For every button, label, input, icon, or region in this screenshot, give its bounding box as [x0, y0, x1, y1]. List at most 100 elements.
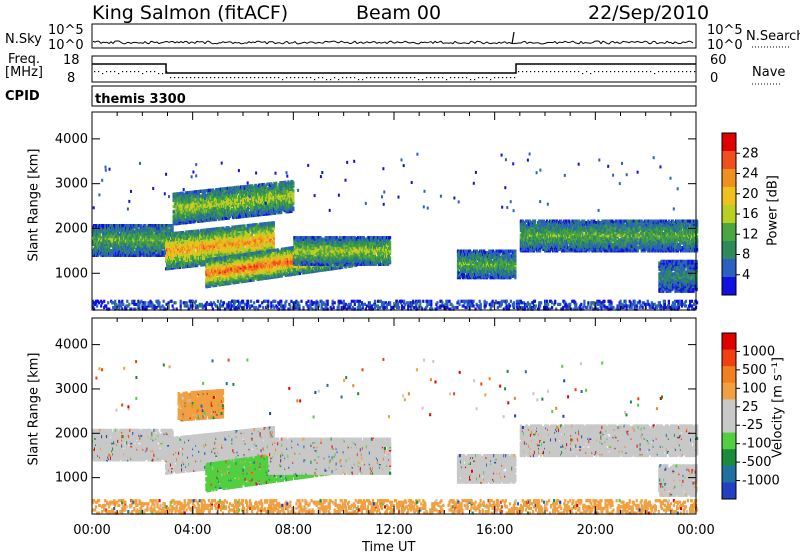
nsky-segment [627, 42, 629, 43]
nave-dot [694, 71, 695, 72]
nave-dot [178, 77, 179, 78]
nsky-segment [379, 42, 381, 43]
nave-dot [626, 71, 627, 72]
nsky-segment [249, 42, 251, 43]
nsky-segment [691, 42, 693, 43]
nsky-segment [403, 41, 405, 42]
nsky-segment [145, 42, 147, 44]
nsky-segment [103, 42, 105, 43]
nave-dot [230, 77, 231, 78]
nave-dot [438, 77, 439, 78]
nsky-segment [109, 42, 111, 44]
nsky-segment [217, 43, 219, 44]
nsky-segment [673, 42, 675, 44]
nave-dot [578, 71, 579, 72]
nsky-segment [275, 43, 277, 44]
nave-dot [234, 77, 235, 78]
nsky-segment [231, 42, 233, 44]
nsky-segment [283, 42, 285, 44]
nsky-segment [151, 41, 153, 42]
data-cell [99, 233, 101, 236]
nave-dot [146, 71, 147, 72]
nsky-segment [169, 42, 171, 43]
nsky-segment [295, 41, 297, 43]
nave-dot [534, 71, 535, 72]
nsky-segment [497, 42, 499, 44]
data-cell [94, 240, 96, 243]
nave-dot [242, 77, 243, 78]
nave-dot [654, 73, 655, 74]
nave-dot [678, 71, 679, 72]
nave-dot [398, 77, 399, 78]
nsky-segment [93, 41, 95, 42]
nave-dot [466, 77, 467, 78]
nsky-segment [323, 41, 325, 43]
nave-dot [154, 71, 155, 72]
nave-dot [262, 77, 263, 78]
nsky-segment [177, 42, 179, 43]
nsky-segment [569, 42, 571, 43]
nave-dot [450, 77, 451, 78]
nsky-segment [411, 42, 413, 43]
nsky-segment [471, 41, 473, 42]
nsky-segment [209, 41, 211, 43]
nave-dot [386, 77, 387, 78]
nsky-segment [495, 43, 497, 44]
nsky-segment [651, 41, 653, 43]
nsky-segment [397, 42, 399, 43]
nsky-panel [92, 24, 696, 48]
nsky-segment [175, 42, 177, 43]
nsky-segment [237, 42, 239, 43]
nave-dot [618, 71, 619, 72]
nsky-segment [343, 42, 345, 43]
nsky-segment [557, 42, 559, 44]
nsky-segment [565, 41, 567, 42]
nsky-segment [507, 42, 509, 43]
nsky-segment [603, 41, 605, 42]
nave-dot [162, 73, 163, 74]
nsky-segment [365, 42, 367, 43]
nave-dot [186, 77, 187, 78]
nsky-segment [581, 41, 583, 43]
nave-dot [106, 71, 107, 72]
nsky-segment [307, 42, 309, 43]
nsky-segment [99, 41, 101, 43]
nsky-segment [623, 41, 625, 42]
nsky-segment [613, 41, 615, 43]
nave-dot [202, 77, 203, 78]
nsky-spike [512, 32, 514, 44]
nsky-segment [675, 42, 677, 43]
nsky-segment [285, 41, 287, 42]
nave-dot [442, 77, 443, 78]
nsky-segment [125, 43, 127, 44]
nave-dot [214, 77, 215, 78]
data-cell [131, 235, 133, 238]
nave-dot [638, 71, 639, 72]
nave-dot [286, 77, 287, 78]
nsky-segment [455, 41, 457, 43]
nsky-segment [553, 41, 555, 42]
nsky-segment [481, 42, 483, 44]
nsky-segment [617, 42, 619, 43]
nsky-segment [415, 43, 417, 44]
nsky-segment [347, 42, 349, 43]
nsky-segment [167, 41, 169, 42]
nsky-segment [301, 43, 303, 44]
nsky-segment [593, 41, 595, 42]
nsky-segment [407, 42, 409, 43]
nsky-segment [395, 42, 397, 44]
data-cell [104, 224, 106, 227]
nave-dot [498, 77, 499, 78]
nave-dot [590, 73, 591, 74]
nsky-segment [439, 41, 441, 42]
nave-dot [270, 77, 271, 78]
data-cell [133, 246, 135, 249]
nsky-segment [317, 42, 319, 43]
nave-dot [670, 71, 671, 72]
nsky-segment [689, 41, 691, 42]
radar-plot: 4000300020001000 4000300020001000 282420… [0, 0, 800, 554]
nave-dot [650, 71, 651, 72]
nave-dot [614, 71, 615, 72]
nsky-segment [671, 42, 673, 43]
nsky-segment [647, 42, 649, 44]
